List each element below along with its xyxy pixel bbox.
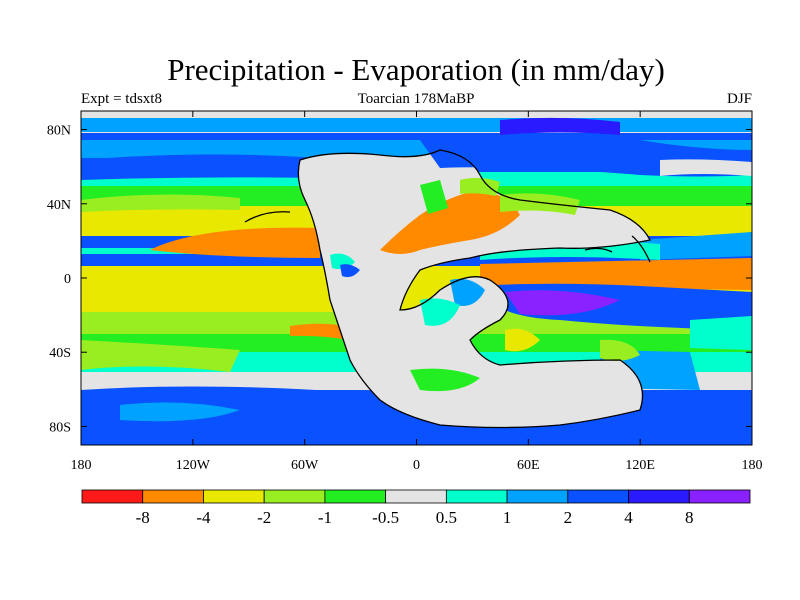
- east-south-cyan: [690, 316, 752, 350]
- colorbar-label: 1: [503, 508, 512, 527]
- y-axis: 80N 40N 0 40S 80S: [47, 124, 752, 435]
- north-pangaea-green: [420, 180, 448, 214]
- colorbar-label: -0.5: [372, 508, 399, 527]
- experiment-label: Expt = tdsxt8: [81, 91, 162, 107]
- colorbar: -8 -4 -2 -1 -0.5 0.5 1 2 4 8: [81, 489, 751, 527]
- x-tick-label: 120E: [625, 458, 655, 473]
- colorbar-swatch: [567, 489, 629, 504]
- y-tick-label: 80S: [49, 420, 71, 435]
- gondwana-east-yellow: [505, 328, 540, 352]
- colorbar-swatch: [203, 489, 265, 504]
- y-tick-label: 80N: [47, 124, 71, 139]
- season-label: DJF: [726, 91, 752, 107]
- colorbar-label: -8: [136, 508, 150, 527]
- gondwana-wet-patch: [450, 278, 485, 306]
- north-pacific-orange: [150, 227, 320, 258]
- colorbar-label: -2: [257, 508, 271, 527]
- north-pacific-lime: [81, 194, 240, 212]
- colorbar-swatch: [445, 489, 508, 504]
- colorbar-label: -4: [196, 508, 211, 527]
- boreal-deep-blue: [500, 117, 620, 135]
- period-label: Toarcian 178MaBP: [357, 91, 475, 107]
- x-tick-label: 0: [413, 458, 420, 473]
- colorbar-swatch: [385, 489, 447, 504]
- colorbar-label: 0.5: [436, 508, 457, 527]
- colorbar-swatch: [263, 489, 326, 504]
- x-tick-label: 180: [742, 458, 763, 473]
- southern-ocean-sky: [120, 402, 240, 422]
- asia-lime: [500, 193, 580, 215]
- north-pacific-storm: [81, 154, 320, 180]
- x-tick-label: 120W: [176, 458, 211, 473]
- precipitation-field: [81, 111, 752, 445]
- colorbar-swatch: [81, 489, 144, 504]
- island-coast-1: [244, 211, 291, 223]
- x-axis: 180 120W 60W 0 60E 120E 180: [71, 111, 763, 473]
- south-pacific-lime: [81, 340, 240, 372]
- pangaea-coastline: [297, 149, 651, 429]
- y-tick-label: 40N: [47, 198, 71, 213]
- colorbar-swatch: [142, 489, 204, 504]
- y-tick-label: 0: [64, 272, 71, 287]
- map-title: Precipitation - Evaporation (in mm/day): [167, 52, 665, 87]
- tethys-orange-band: [480, 258, 752, 290]
- island-coast-2: [584, 247, 613, 253]
- x-tick-label: 60W: [291, 458, 319, 473]
- colorbar-label: -1: [318, 508, 332, 527]
- colorbar-swatch: [506, 489, 569, 504]
- gondwana-cyan-patch: [420, 298, 460, 326]
- south-gondwana-green: [410, 368, 480, 392]
- colorbar-swatch: [324, 489, 387, 504]
- arctic-sky-band: [81, 118, 752, 132]
- island-coast-3: [631, 235, 651, 263]
- south-east-lime: [600, 339, 640, 361]
- colorbar-swatch: [628, 489, 690, 504]
- colorbar-label: 8: [685, 508, 694, 527]
- x-tick-label: 60E: [517, 458, 540, 473]
- north-pangaea-dry: [380, 190, 520, 254]
- colorbar-label: 2: [564, 508, 573, 527]
- boreal-neutral-strip: [660, 159, 752, 176]
- east-equatorial-sky: [640, 232, 752, 260]
- tropic-blue-patch: [340, 264, 360, 278]
- colorbar-label: 4: [624, 508, 633, 527]
- y-tick-label: 40S: [49, 346, 71, 361]
- colorbar-swatch: [688, 489, 751, 504]
- north-pangaea-lime: [460, 177, 500, 196]
- x-tick-label: 180: [71, 458, 92, 473]
- east-ocean-violet: [505, 290, 620, 316]
